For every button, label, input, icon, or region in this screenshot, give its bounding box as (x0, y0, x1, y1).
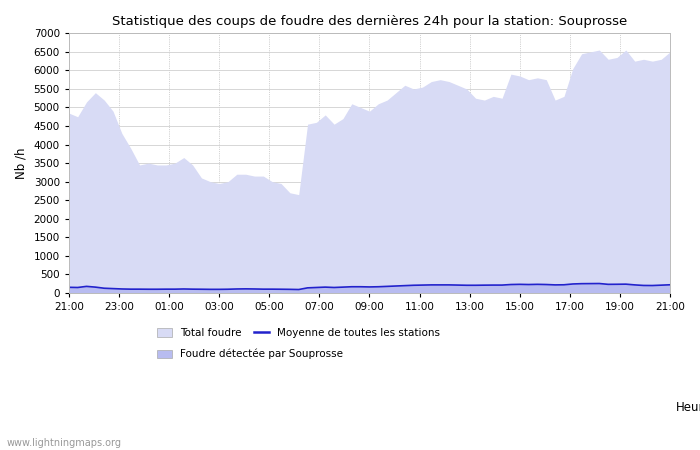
Legend: Foudre détectée par Souprosse: Foudre détectée par Souprosse (153, 345, 347, 364)
Text: www.lightningmaps.org: www.lightningmaps.org (7, 438, 122, 448)
Y-axis label: Nb /h: Nb /h (15, 147, 28, 179)
Text: Heure: Heure (676, 401, 700, 414)
Title: Statistique des coups de foudre des dernières 24h pour la station: Souprosse: Statistique des coups de foudre des dern… (112, 15, 627, 28)
